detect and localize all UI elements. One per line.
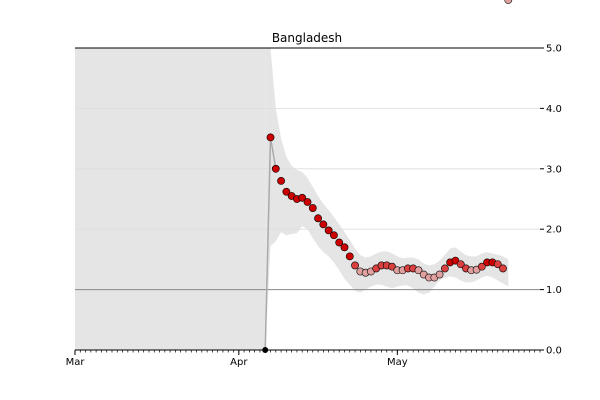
data-point (308, 204, 317, 212)
x-tick-label: Mar (66, 357, 86, 368)
data-point (335, 238, 344, 247)
data-point (266, 133, 275, 142)
data-point (351, 261, 359, 270)
data-point (271, 164, 280, 173)
y-tick-label: 5.0 (546, 44, 562, 55)
data-point (499, 264, 507, 273)
data-point (340, 243, 349, 252)
plot-area: Mar Apr May 0.0 1.0 2.0 3.0 4.0 5.0 (66, 0, 562, 368)
data-point (451, 256, 460, 265)
data-point (388, 262, 396, 271)
data-point (456, 260, 465, 269)
data-point (493, 260, 502, 269)
data-point (277, 176, 285, 185)
y-tick-label: 0.0 (546, 346, 562, 357)
data-point (298, 193, 307, 202)
chart-title: Bangladesh (272, 31, 342, 45)
data-point (435, 270, 444, 279)
data-point (414, 266, 423, 275)
data-point-start (262, 347, 269, 353)
data-point (282, 187, 291, 196)
data-point (314, 214, 322, 223)
y-tick-label: 2.0 (546, 225, 562, 236)
data-point (319, 220, 328, 229)
data-point (303, 198, 312, 206)
data-point (330, 231, 338, 240)
data-point (477, 262, 486, 271)
uncertainty-band (265, 48, 509, 350)
data-point (504, 0, 513, 4)
y-tick-label: 3.0 (546, 164, 562, 175)
x-tick-label: Apr (230, 357, 248, 368)
y-tick-label: 1.0 (546, 285, 562, 296)
data-point (440, 264, 449, 273)
uncertainty-band-early (75, 48, 266, 350)
data-point (345, 252, 354, 261)
data-point (324, 226, 333, 235)
y-tick-label: 4.0 (546, 104, 562, 115)
x-tick-label: May (387, 357, 408, 368)
